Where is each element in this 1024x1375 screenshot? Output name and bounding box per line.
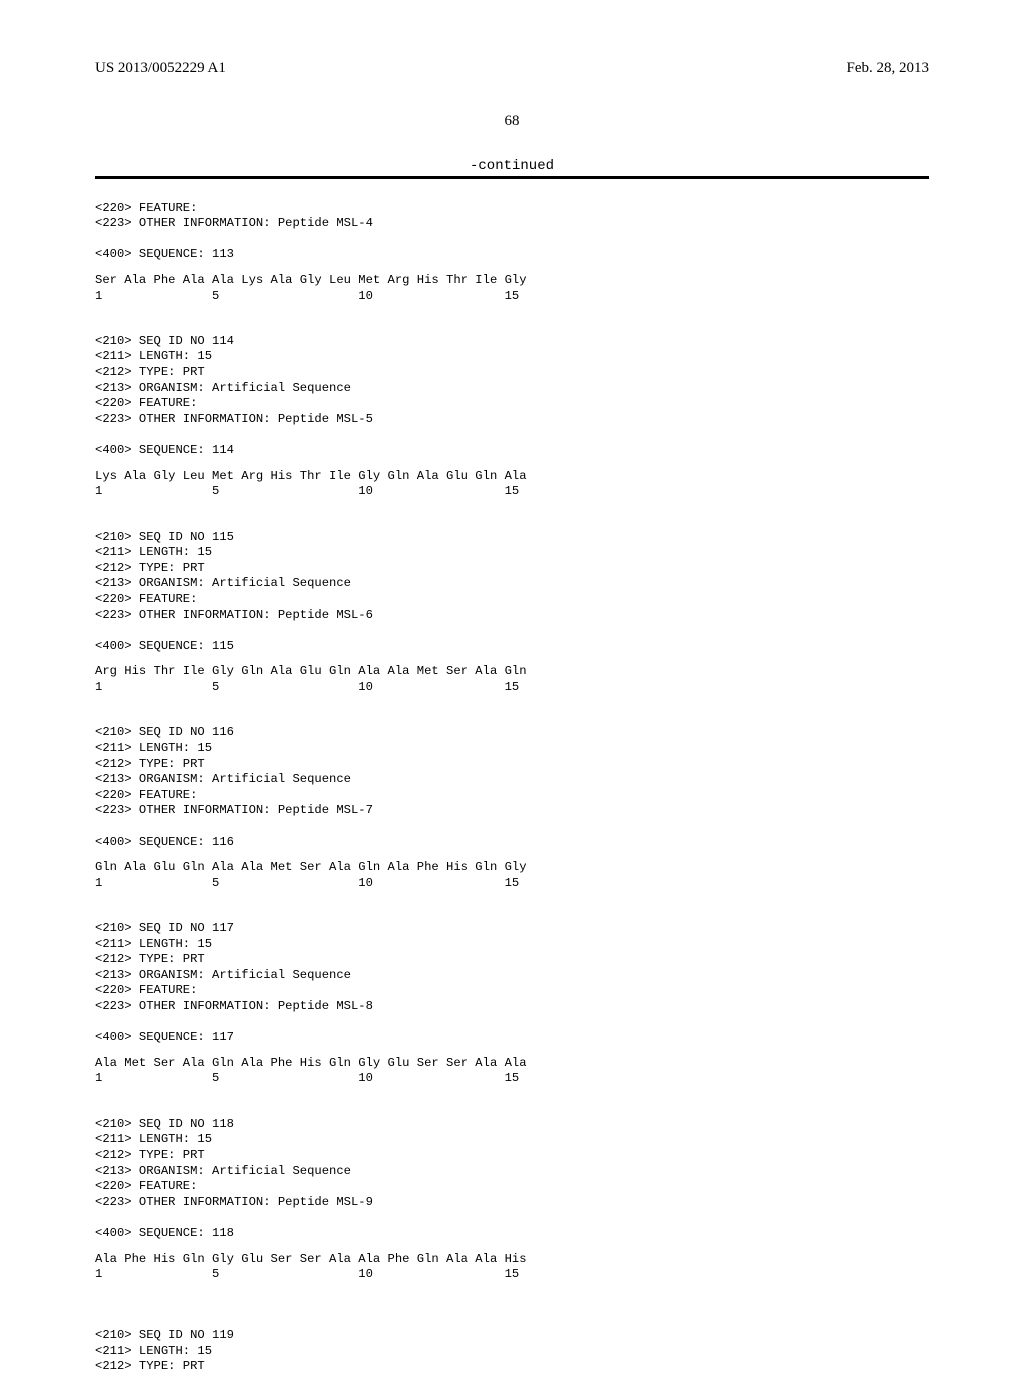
page-header: US 2013/0052229 A1 Feb. 28, 2013 <box>95 60 929 77</box>
publication-date: Feb. 28, 2013 <box>847 60 930 77</box>
sequence-listing: <220> FEATURE: <223> OTHER INFORMATION: … <box>95 185 929 1375</box>
publication-number: US 2013/0052229 A1 <box>95 60 226 77</box>
seq-entry: <210> SEQ ID NO 115 <211> LENGTH: 15 <21… <box>95 530 929 696</box>
sequence-block: Gln Ala Glu Gln Ala Ala Met Ser Ala Gln … <box>95 860 929 891</box>
seq-entry: <210> SEQ ID NO 114 <211> LENGTH: 15 <21… <box>95 334 929 500</box>
position-line: 1 5 10 15 <box>95 289 519 303</box>
other-info-line: <223> OTHER INFORMATION: Peptide MSL-4 <box>95 216 373 230</box>
seq-id: 119 <box>212 1328 234 1342</box>
sequence-block: Lys Ala Gly Leu Met Arg His Thr Ile Gly … <box>95 469 929 500</box>
sequence-block: Ser Ala Phe Ala Ala Lys Ala Gly Leu Met … <box>95 273 929 304</box>
sequence-block: Arg His Thr Ile Gly Gln Ala Glu Gln Ala … <box>95 664 929 695</box>
seq-entry-113-partial: <220> FEATURE: <223> OTHER INFORMATION: … <box>95 201 929 305</box>
feature-line: <220> FEATURE: <box>95 201 197 215</box>
length-value: 15 <box>197 1344 212 1358</box>
sequence-label: <400> SEQUENCE: 113 <box>95 247 234 261</box>
seq-entry: <210> SEQ ID NO 116 <211> LENGTH: 15 <21… <box>95 725 929 891</box>
page-number: 68 <box>95 113 929 130</box>
rule-top-thin <box>95 178 929 179</box>
seq-entry: <210> SEQ ID NO 117 <211> LENGTH: 15 <21… <box>95 921 929 1087</box>
sequence-block: Ala Met Ser Ala Gln Ala Phe His Gln Gly … <box>95 1056 929 1087</box>
continued-label: -continued <box>95 158 929 174</box>
residue-line: Ser Ala Phe Ala Ala Lys Ala Gly Leu Met … <box>95 273 527 287</box>
seq-entry: <210> SEQ ID NO 118 <211> LENGTH: 15 <21… <box>95 1117 929 1283</box>
page: US 2013/0052229 A1 Feb. 28, 2013 68 -con… <box>0 0 1024 1320</box>
seq-entry-119-partial: <210> SEQ ID NO 119 <211> LENGTH: 15 <21… <box>95 1328 929 1375</box>
sequence-block: Ala Phe His Gln Gly Glu Ser Ser Ala Ala … <box>95 1252 929 1283</box>
type-value: PRT <box>183 1359 205 1373</box>
